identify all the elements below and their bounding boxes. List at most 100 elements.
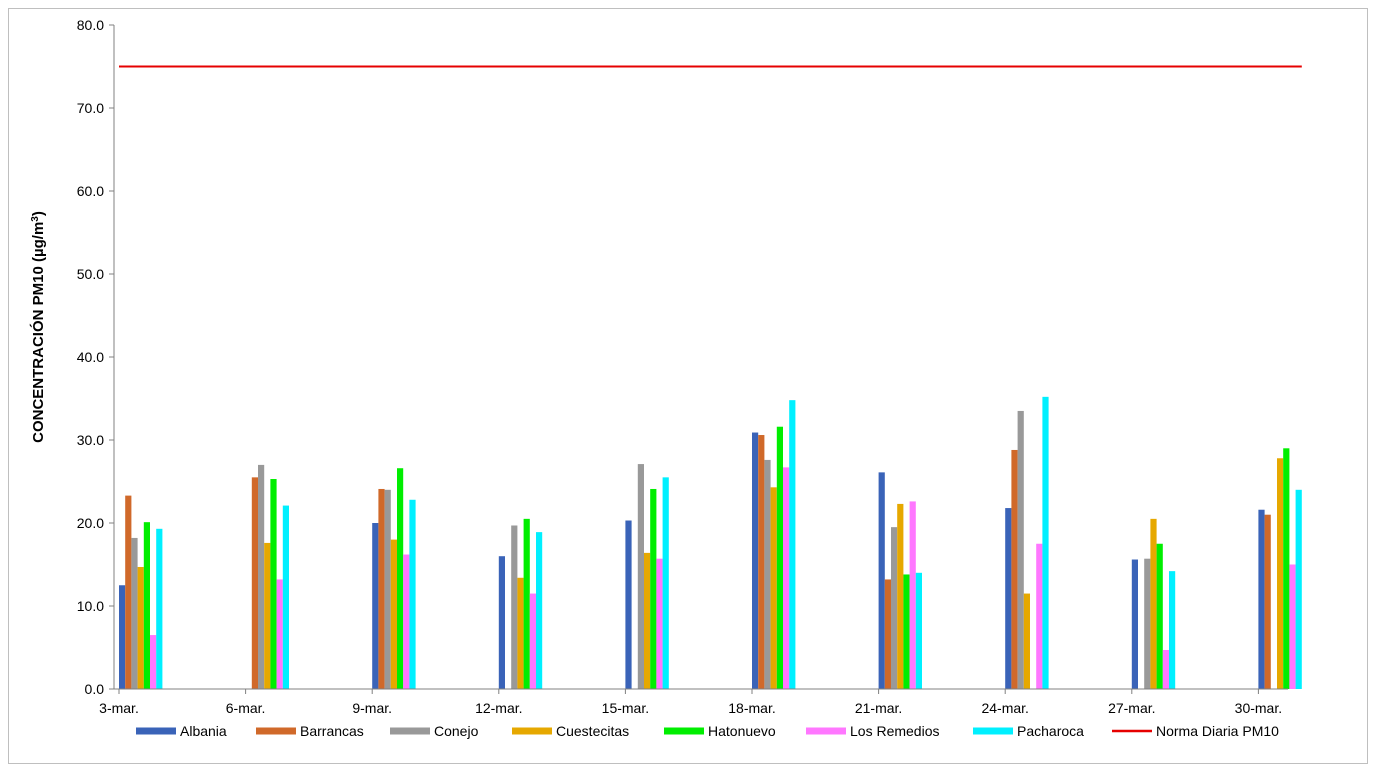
legend-swatch-barrancas (256, 727, 296, 735)
legend-swatch-los-remedios (806, 727, 846, 735)
bar-pacharoca-0 (156, 528, 163, 689)
bar-barrancas-1 (251, 477, 258, 689)
bar-conejo-2 (384, 489, 391, 689)
bar-conejo-4 (637, 464, 644, 689)
bar-los-remedios-3 (529, 593, 536, 689)
bar-cuestecitas-6 (897, 503, 904, 689)
bar-albania-7 (1005, 508, 1012, 689)
bar-hatonuevo-6 (903, 574, 910, 689)
bar-cuestecitas-3 (517, 577, 524, 689)
legend-label-conejo: Conejo (434, 723, 479, 739)
bar-hatonuevo-9 (1283, 448, 1290, 689)
y-tick-label-7: 70.0 (77, 100, 104, 116)
bar-los-remedios-8 (1162, 649, 1169, 689)
bar-pacharoca-4 (662, 477, 669, 689)
y-axis-title-superscript: 3 (30, 216, 41, 222)
x-tick-label-2: 9-mar. (352, 700, 392, 716)
bar-hatonuevo-0 (143, 522, 150, 689)
bar-los-remedios-5 (783, 467, 790, 689)
bar-albania-5 (752, 432, 759, 689)
bar-albania-3 (498, 556, 505, 689)
bar-pacharoca-9 (1295, 489, 1302, 689)
legend-label-los-remedios: Los Remedios (850, 723, 940, 739)
bar-albania-4 (625, 520, 632, 689)
x-tick-label-5: 18-mar. (728, 700, 775, 716)
bar-conejo-0 (131, 537, 138, 689)
x-tick-label-3: 12-mar. (475, 700, 522, 716)
x-tick-label-7: 24-mar. (981, 700, 1028, 716)
bar-los-remedios-4 (656, 558, 663, 689)
bar-los-remedios-1 (276, 579, 283, 689)
y-tick-label-3: 30.0 (77, 432, 104, 448)
legend-swatch-pacharoca (973, 727, 1013, 735)
bar-los-remedios-2 (403, 554, 410, 689)
axes: 0.0 10.0 20.0 30.0 40.0 50.0 60.0 70.0 80.0 3-mar… (77, 17, 1288, 716)
y-tick-label-0: 0.0 (85, 681, 105, 697)
x-tick-label-9: 30-mar. (1235, 700, 1282, 716)
y-tick-label-8: 80.0 (77, 17, 104, 33)
x-tick-label-6: 21-mar. (855, 700, 902, 716)
plot-area (119, 65, 1302, 689)
bar-albania-9 (1258, 509, 1265, 689)
bar-barrancas-5 (758, 435, 765, 689)
bar-hatonuevo-5 (776, 426, 783, 689)
bar-cuestecitas-1 (264, 542, 271, 689)
bar-barrancas-6 (884, 579, 891, 689)
bar-hatonuevo-3 (523, 518, 530, 689)
bar-pacharoca-3 (536, 532, 543, 689)
bar-conejo-1 (258, 464, 265, 689)
bar-pacharoca-2 (409, 499, 416, 689)
x-tick-label-8: 27-mar. (1108, 700, 1155, 716)
bar-conejo-3 (511, 525, 518, 689)
bar-pacharoca-7 (1042, 396, 1049, 689)
y-tick-label-5: 50.0 (77, 266, 104, 282)
legend-swatch-hatonuevo (664, 727, 704, 735)
y-axis-title-close: ) (30, 211, 47, 216)
bar-pacharoca-6 (915, 572, 922, 689)
legend-label-norma-diaria-pm10: Norma Diaria PM10 (1156, 723, 1279, 739)
legend-label-barrancas: Barrancas (300, 723, 364, 739)
bar-hatonuevo-2 (397, 468, 404, 689)
legend-label-albania: Albania (180, 723, 227, 739)
y-tick-label-2: 20.0 (77, 515, 104, 531)
pm10-bar-chart: 0.0 10.0 20.0 30.0 40.0 50.0 60.0 70.0 80.0 3-mar… (29, 17, 1302, 739)
x-tick-label-1: 6-mar. (226, 700, 266, 716)
bar-barrancas-7 (1011, 449, 1018, 689)
bar-cuestecitas-8 (1150, 518, 1157, 689)
bar-los-remedios-7 (1036, 543, 1043, 689)
x-tick-label-4: 15-mar. (602, 700, 649, 716)
bar-barrancas-9 (1264, 514, 1271, 689)
y-tick-label-4: 40.0 (77, 349, 104, 365)
bar-los-remedios-9 (1289, 564, 1296, 689)
bar-cuestecitas-5 (770, 487, 777, 689)
legend-label-hatonuevo: Hatonuevo (708, 723, 776, 739)
bar-cuestecitas-9 (1277, 458, 1284, 689)
bar-albania-6 (878, 472, 885, 689)
bar-hatonuevo-1 (270, 479, 277, 689)
legend-swatch-conejo (390, 727, 430, 735)
bar-los-remedios-0 (150, 635, 157, 689)
bar-pacharoca-1 (282, 505, 289, 689)
bar-conejo-6 (891, 527, 898, 689)
legend-swatch-cuestecitas (512, 727, 552, 735)
x-tick-label-0: 3-mar. (99, 700, 139, 716)
bar-barrancas-2 (378, 488, 385, 689)
bar-pacharoca-5 (789, 400, 796, 689)
bar-albania-0 (119, 585, 126, 689)
bar-albania-8 (1131, 559, 1138, 689)
bar-cuestecitas-4 (644, 552, 651, 689)
bar-conejo-7 (1017, 410, 1024, 689)
legend-label-pacharoca: Pacharoca (1017, 723, 1084, 739)
y-tick-label-6: 60.0 (77, 183, 104, 199)
bar-hatonuevo-8 (1156, 543, 1163, 689)
chart-frame: 0.0 10.0 20.0 30.0 40.0 50.0 60.0 70.0 80.0 3-mar… (8, 8, 1368, 764)
y-axis-title-main: CONCENTRACIÓN PM10 (µg/m (29, 222, 47, 443)
bar-albania-2 (372, 523, 379, 689)
bar-barrancas-0 (125, 495, 132, 689)
bar-los-remedios-6 (909, 501, 916, 689)
bar-cuestecitas-0 (137, 566, 144, 689)
bar-conejo-8 (1144, 558, 1151, 689)
legend: Albania Barrancas Conejo Cuestecitas Hatonue… (136, 723, 1279, 739)
bar-conejo-5 (764, 459, 771, 689)
legend-label-cuestecitas: Cuestecitas (556, 723, 629, 739)
